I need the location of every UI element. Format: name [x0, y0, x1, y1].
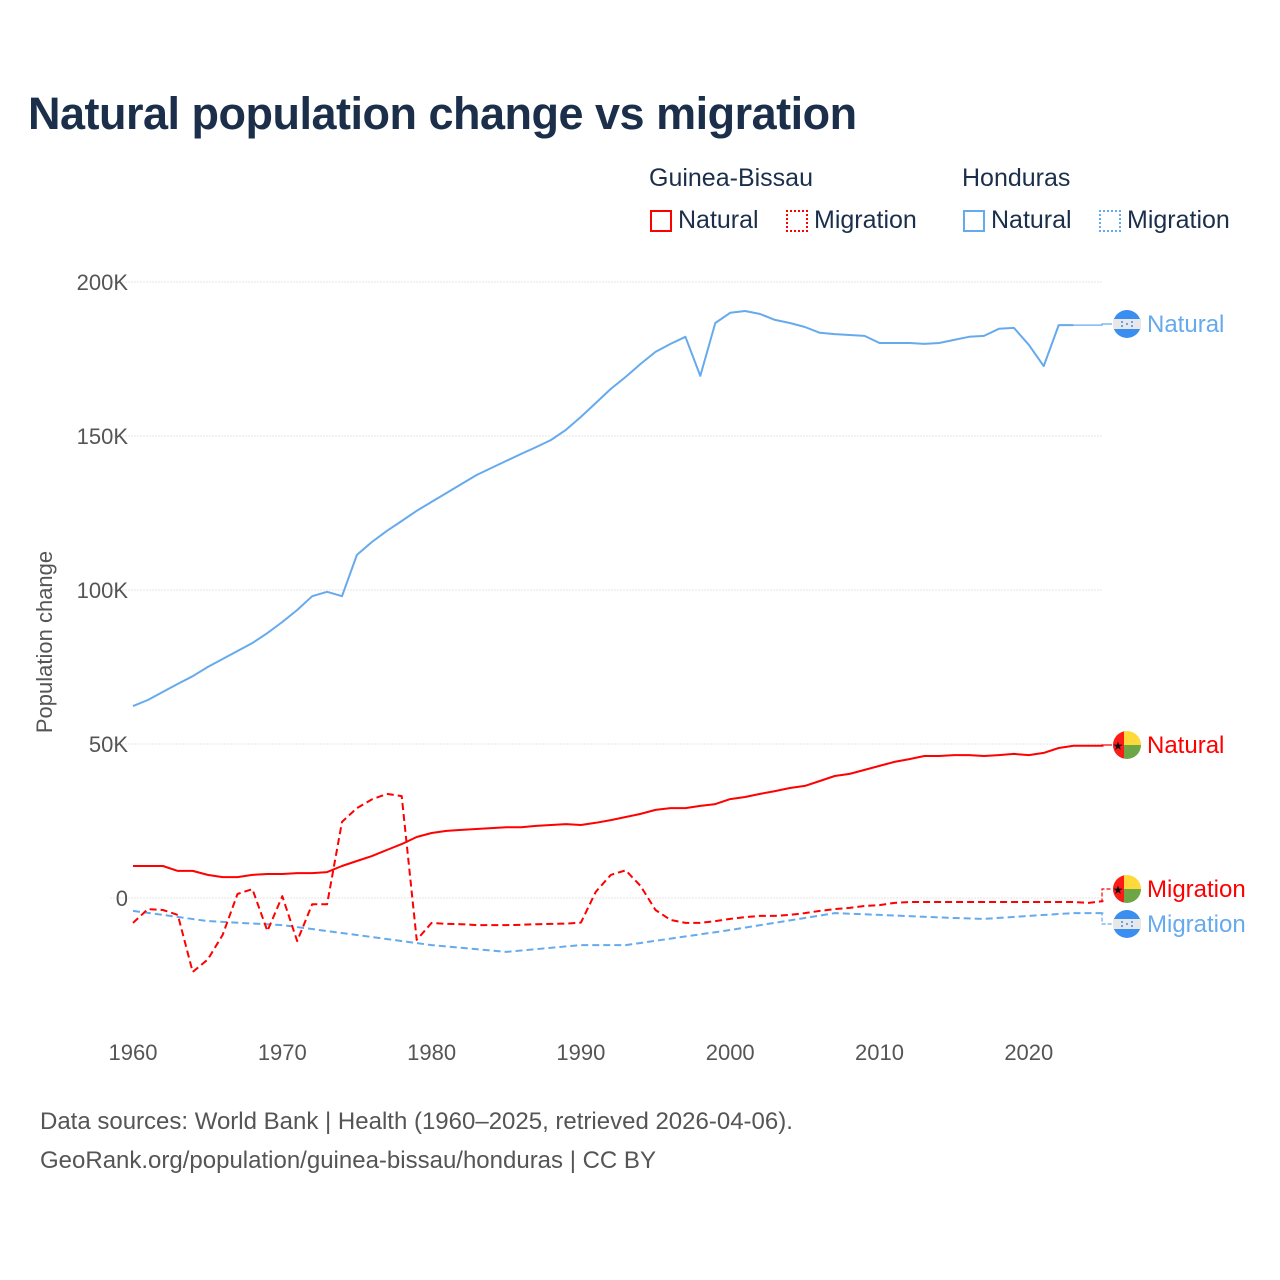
x-tick-label: 1960: [109, 1040, 158, 1065]
end-label: Natural: [1147, 732, 1224, 759]
legend-hn-natural[interactable]: Natural: [963, 206, 1072, 235]
chart-title: Natural population change vs migration: [28, 88, 857, 139]
flag-star: [1126, 323, 1128, 325]
y-tick-label: 200K: [77, 270, 129, 295]
flag-star: [1121, 321, 1123, 323]
y-tick-label: 100K: [77, 578, 129, 603]
x-tick-label: 2020: [1004, 1040, 1053, 1065]
honduras-flag-icon: [1113, 310, 1141, 338]
x-tick-label: 1980: [407, 1040, 456, 1065]
legend-group-guinea-bissau: Guinea-Bissau: [649, 164, 813, 192]
series-line-honduras-migration: [132, 909, 1104, 953]
end-connector: [1101, 912, 1112, 925]
flag-star: ★: [1113, 883, 1124, 897]
end-connector: [1073, 323, 1112, 326]
series-line-guinea-bissau-natural: [133, 744, 1104, 879]
guinea-bissau-flag-icon: ★: [1113, 875, 1141, 903]
legend-gb-migration[interactable]: Migration: [786, 206, 917, 235]
series-line-guinea-bissau-migration: [132, 792, 1104, 973]
guinea-bissau-flag-icon: ★: [1113, 731, 1141, 759]
end-connector: [1101, 888, 1112, 902]
x-tick-label: 2000: [706, 1040, 755, 1065]
y-axis-label: Population change: [32, 551, 57, 733]
y-tick-label: 0: [116, 886, 128, 911]
flag-body: ★: [1113, 875, 1141, 903]
flag-star: [1131, 325, 1133, 327]
footer-sources: Data sources: World Bank | Health (1960–…: [40, 1108, 793, 1135]
flag-star: [1131, 921, 1133, 923]
flag-star: [1121, 925, 1123, 927]
y-tick-label: 50K: [89, 732, 128, 757]
x-tick-label: 1970: [258, 1040, 307, 1065]
solid-swatch-icon: [963, 209, 985, 232]
series-line-honduras-natural: [132, 310, 1074, 708]
legend-hn-migration[interactable]: Migration: [1099, 206, 1230, 235]
honduras-flag-icon: [1113, 910, 1141, 938]
dotted-swatch-icon: [1099, 209, 1121, 232]
end-connector: [1101, 744, 1112, 747]
solid-swatch-icon: [650, 209, 672, 232]
flag-star: [1131, 321, 1133, 323]
legend-gb-natural[interactable]: Natural: [650, 206, 759, 235]
flag-red: [1113, 731, 1124, 759]
flag-star: ★: [1113, 739, 1124, 753]
flag-star: [1121, 325, 1123, 327]
x-tick-label: 2010: [855, 1040, 904, 1065]
footer-link[interactable]: GeoRank.org/population/guinea-bissau/hon…: [40, 1147, 656, 1174]
legend-group-honduras: Honduras: [962, 164, 1071, 192]
flag-star: [1121, 921, 1123, 923]
flag-body: ★: [1113, 731, 1141, 759]
legend-label: Migration: [814, 206, 917, 234]
legend-label: Migration: [1127, 206, 1230, 234]
end-label: Natural: [1147, 311, 1224, 338]
flag-red: [1113, 875, 1124, 903]
flag-star: [1131, 925, 1133, 927]
end-label: Migration: [1147, 876, 1246, 903]
y-tick-label: 150K: [77, 424, 129, 449]
flag-star: [1126, 923, 1128, 925]
x-tick-label: 1990: [556, 1040, 605, 1065]
legend-label: Natural: [991, 206, 1072, 234]
legend-label: Natural: [678, 206, 759, 234]
dotted-swatch-icon: [786, 209, 808, 232]
end-label: Migration: [1147, 911, 1246, 938]
